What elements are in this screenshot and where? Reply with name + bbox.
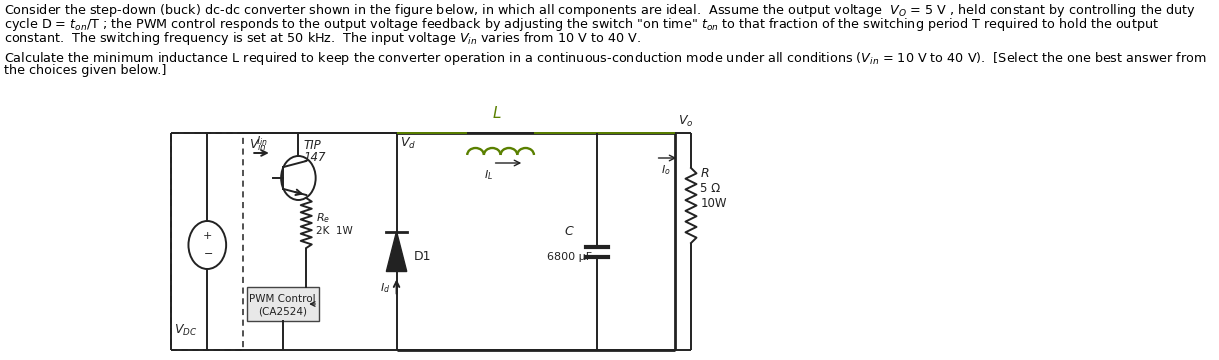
FancyBboxPatch shape [246, 287, 319, 321]
Text: $V_{DC}$: $V_{DC}$ [174, 323, 197, 338]
Text: $V_{in}$: $V_{in}$ [249, 138, 267, 153]
Text: +: + [202, 231, 212, 241]
Text: R: R [701, 166, 709, 180]
Text: Calculate the minimum inductance L required to keep the converter operation in a: Calculate the minimum inductance L requi… [4, 50, 1207, 67]
Text: $I_d$: $I_d$ [380, 282, 390, 296]
Text: −: − [205, 249, 213, 259]
Text: L: L [492, 105, 501, 121]
Text: (CA2524): (CA2524) [258, 306, 307, 316]
Text: the choices given below.]: the choices given below.] [4, 64, 166, 77]
Text: 6800 μF: 6800 μF [547, 252, 592, 261]
Text: 5 Ω: 5 Ω [701, 181, 720, 194]
Text: $V_o$: $V_o$ [679, 113, 694, 129]
Text: TIP: TIP [304, 139, 321, 152]
Text: $R_e$: $R_e$ [316, 211, 330, 225]
Text: 10W: 10W [701, 197, 727, 210]
Text: Consider the step-down (buck) dc-dc converter shown in the figure below, in whic: Consider the step-down (buck) dc-dc conv… [4, 2, 1196, 19]
Text: $I_{in}$: $I_{in}$ [256, 134, 267, 148]
Text: 147: 147 [304, 150, 325, 163]
Text: 2K  1W: 2K 1W [316, 226, 352, 236]
Text: $I_o$: $I_o$ [661, 163, 670, 177]
Text: $I_L$: $I_L$ [484, 168, 494, 182]
Text: D1: D1 [413, 250, 432, 263]
Text: C: C [564, 225, 574, 238]
Text: cycle D = $t_{on}$/T ; the PWM control responds to the output voltage feedback b: cycle D = $t_{on}$/T ; the PWM control r… [4, 16, 1159, 33]
Text: PWM Control: PWM Control [250, 294, 316, 304]
Text: constant.  The switching frequency is set at 50 kHz.  The input voltage $V_{in}$: constant. The switching frequency is set… [4, 30, 641, 47]
Text: $V_d$: $V_d$ [400, 135, 416, 150]
Polygon shape [386, 231, 407, 271]
